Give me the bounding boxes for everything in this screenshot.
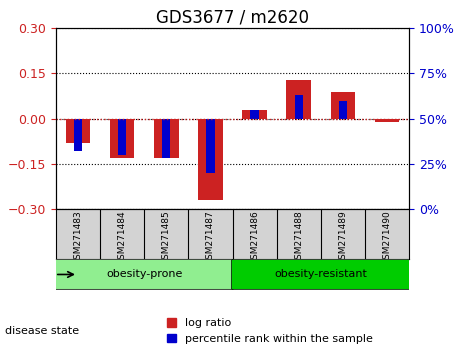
Legend: log ratio, percentile rank within the sample: log ratio, percentile rank within the sa… — [162, 314, 377, 348]
Bar — [198, 119, 223, 200]
Bar — [286, 80, 311, 119]
Bar — [154, 119, 179, 158]
Text: GSM271488: GSM271488 — [294, 211, 303, 265]
Text: GSM271489: GSM271489 — [339, 211, 347, 265]
Text: GSM271483: GSM271483 — [73, 211, 82, 265]
Bar — [66, 119, 90, 143]
Bar — [331, 92, 355, 119]
Title: GDS3677 / m2620: GDS3677 / m2620 — [156, 9, 309, 27]
Bar — [206, 119, 215, 173]
Bar — [250, 110, 259, 119]
Bar — [375, 119, 399, 122]
FancyBboxPatch shape — [232, 259, 410, 289]
Bar — [118, 119, 126, 155]
Text: GSM271486: GSM271486 — [250, 211, 259, 265]
Bar — [162, 119, 171, 158]
Bar — [73, 119, 82, 151]
Text: disease state: disease state — [5, 326, 79, 336]
Bar — [339, 101, 347, 119]
Text: GSM271490: GSM271490 — [383, 211, 392, 265]
FancyBboxPatch shape — [55, 259, 233, 289]
Text: GSM271484: GSM271484 — [118, 211, 126, 265]
Bar — [110, 119, 134, 158]
Bar — [242, 110, 267, 119]
Text: GSM271485: GSM271485 — [162, 211, 171, 265]
Text: obesity-resistant: obesity-resistant — [274, 269, 367, 279]
Bar — [294, 95, 303, 119]
Text: obesity-prone: obesity-prone — [106, 269, 182, 279]
Text: GSM271487: GSM271487 — [206, 211, 215, 265]
